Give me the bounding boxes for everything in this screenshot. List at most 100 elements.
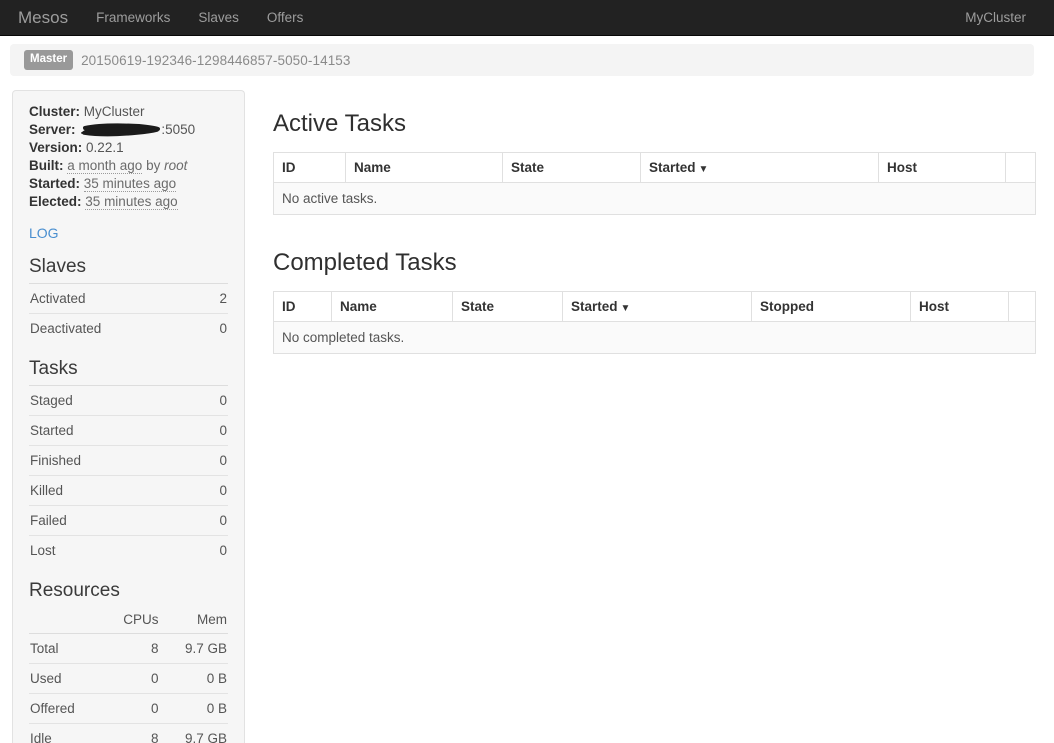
resources-header-row: CPUs Mem: [29, 607, 228, 634]
info-row-started: Started: 35 minutes ago: [29, 175, 228, 193]
resources-label-used: Used: [29, 663, 102, 694]
info-row-elected: Elected: 35 minutes ago: [29, 193, 228, 211]
info-row-server: Server: :5050: [29, 121, 228, 139]
completed-tasks-empty-row: No completed tasks.: [273, 321, 1036, 354]
resources-mem-used: 0 B: [159, 663, 228, 694]
resources-mem-offered: 0 B: [159, 693, 228, 724]
column-header-host[interactable]: Host: [878, 152, 1006, 183]
table-row: Staged 0: [29, 385, 228, 416]
resources-header-cpus: CPUs: [101, 607, 160, 634]
tasks-value-failed: 0: [197, 505, 228, 536]
page-title-completed-tasks: Completed Tasks: [273, 249, 457, 276]
info-row-version: Version: 0.22.1: [29, 139, 228, 157]
resources-label-total: Total: [29, 633, 102, 664]
resources-cpus-idle: 8: [101, 723, 160, 743]
nav-item-slaves[interactable]: Slaves: [198, 10, 239, 25]
table-row: Offered 0 0 B: [29, 693, 228, 724]
sort-descending-icon: ▼: [620, 303, 631, 314]
resources-label-idle: Idle: [29, 723, 102, 743]
column-header-state[interactable]: State: [502, 152, 641, 183]
tasks-value-killed: 0: [197, 475, 228, 506]
column-header-started-label: Started: [649, 160, 696, 175]
info-value-started: 35 minutes ago: [83, 176, 177, 192]
resources-cpus-used: 0: [101, 663, 160, 694]
column-header-started[interactable]: Started ▼: [562, 291, 752, 322]
page-title-active-tasks: Active Tasks: [273, 110, 406, 137]
table-row: Total 8 9.7 GB: [29, 633, 228, 664]
column-header-state[interactable]: State: [452, 291, 563, 322]
column-header-started-label: Started: [571, 299, 618, 314]
completed-tasks-header-row: ID Name State Started ▼ Stopped Host: [273, 291, 1036, 322]
nav-item-frameworks[interactable]: Frameworks: [96, 10, 171, 25]
tasks-label-killed: Killed: [29, 475, 198, 506]
info-label-built: Built:: [29, 158, 64, 173]
log-link[interactable]: LOG: [29, 225, 59, 241]
tasks-value-started: 0: [197, 415, 228, 446]
page-content: Cluster: MyCluster Server: :5050 Version…: [0, 90, 1054, 743]
table-row: Failed 0: [29, 505, 228, 536]
section-title-tasks: Tasks: [29, 358, 78, 379]
tasks-label-failed: Failed: [29, 505, 198, 536]
active-tasks-table: ID Name State Started ▼ Host No active ta…: [273, 152, 1036, 215]
info-value-cluster: MyCluster: [83, 104, 145, 119]
table-row: Killed 0: [29, 475, 228, 506]
nav-item-offers[interactable]: Offers: [266, 10, 304, 25]
tasks-label-finished: Finished: [29, 445, 198, 476]
info-label-server: Server:: [29, 122, 76, 137]
master-id-text: 20150619-192346-1298446857-5050-14153: [81, 52, 351, 68]
tasks-value-finished: 0: [197, 445, 228, 476]
section-title-slaves: Slaves: [29, 256, 87, 277]
info-built-by-word: by: [146, 158, 161, 173]
column-header-name[interactable]: Name: [345, 152, 503, 183]
table-row: Activated 2: [29, 283, 228, 314]
table-row: Lost 0: [29, 535, 228, 565]
resources-table: CPUs Mem Total 8 9.7 GB Used 0 0 B: [29, 607, 228, 743]
table-row: Started 0: [29, 415, 228, 446]
info-row-built: Built: a month ago by root: [29, 157, 228, 175]
table-row: Used 0 0 B: [29, 663, 228, 694]
top-navbar: Mesos Frameworks Slaves Offers MyCluster: [0, 0, 1054, 36]
table-row: Idle 8 9.7 GB: [29, 723, 228, 743]
sort-descending-icon: ▼: [698, 164, 709, 175]
main-column: Active Tasks ID Name State Started ▼ Host: [273, 90, 1036, 354]
active-tasks-empty-row: No active tasks.: [273, 182, 1036, 215]
resources-mem-total: 9.7 GB: [159, 633, 228, 664]
tasks-label-started: Started: [29, 415, 198, 446]
active-tasks-empty-message: No active tasks.: [273, 182, 1036, 215]
info-row-cluster: Cluster: MyCluster: [29, 103, 228, 121]
slaves-table: Activated 2 Deactivated 0: [29, 283, 228, 343]
info-value-built-user: root: [164, 158, 188, 173]
completed-tasks-table: ID Name State Started ▼ Stopped Host No c…: [273, 291, 1036, 354]
completed-tasks-empty-message: No completed tasks.: [273, 321, 1036, 354]
column-header-id[interactable]: ID: [273, 152, 346, 183]
redaction-mark-icon: [79, 123, 161, 137]
table-row: Deactivated 0: [29, 313, 228, 343]
slaves-value-activated: 2: [205, 283, 228, 314]
resources-cpus-offered: 0: [101, 693, 160, 724]
column-header-host[interactable]: Host: [910, 291, 1009, 322]
navbar-right-group: MyCluster: [951, 0, 1040, 35]
section-title-resources: Resources: [29, 580, 120, 601]
slaves-label-activated: Activated: [29, 283, 206, 314]
info-label-started: Started:: [29, 176, 81, 191]
column-header-id[interactable]: ID: [273, 291, 332, 322]
info-label-elected: Elected:: [29, 194, 82, 209]
tasks-value-staged: 0: [197, 385, 228, 416]
resources-cpus-total: 8: [101, 633, 160, 664]
brand-logo-mesos[interactable]: Mesos: [18, 8, 69, 27]
active-tasks-header-row: ID Name State Started ▼ Host: [273, 152, 1036, 183]
column-header-name[interactable]: Name: [331, 291, 453, 322]
column-header-started[interactable]: Started ▼: [640, 152, 879, 183]
status-badge-master: Master: [24, 49, 74, 71]
resources-header-mem: Mem: [159, 607, 228, 634]
info-label-cluster: Cluster:: [29, 104, 81, 119]
sidebar-panel: Cluster: MyCluster Server: :5050 Version…: [12, 90, 245, 743]
info-value-server-port: :5050: [161, 122, 196, 137]
column-header-stopped[interactable]: Stopped: [751, 291, 911, 322]
navbar-left-group: Mesos Frameworks Slaves Offers: [18, 0, 317, 35]
resources-mem-idle: 9.7 GB: [159, 723, 228, 743]
tasks-value-lost: 0: [197, 535, 228, 565]
resources-label-offered: Offered: [29, 693, 102, 724]
info-value-elected: 35 minutes ago: [85, 194, 178, 210]
